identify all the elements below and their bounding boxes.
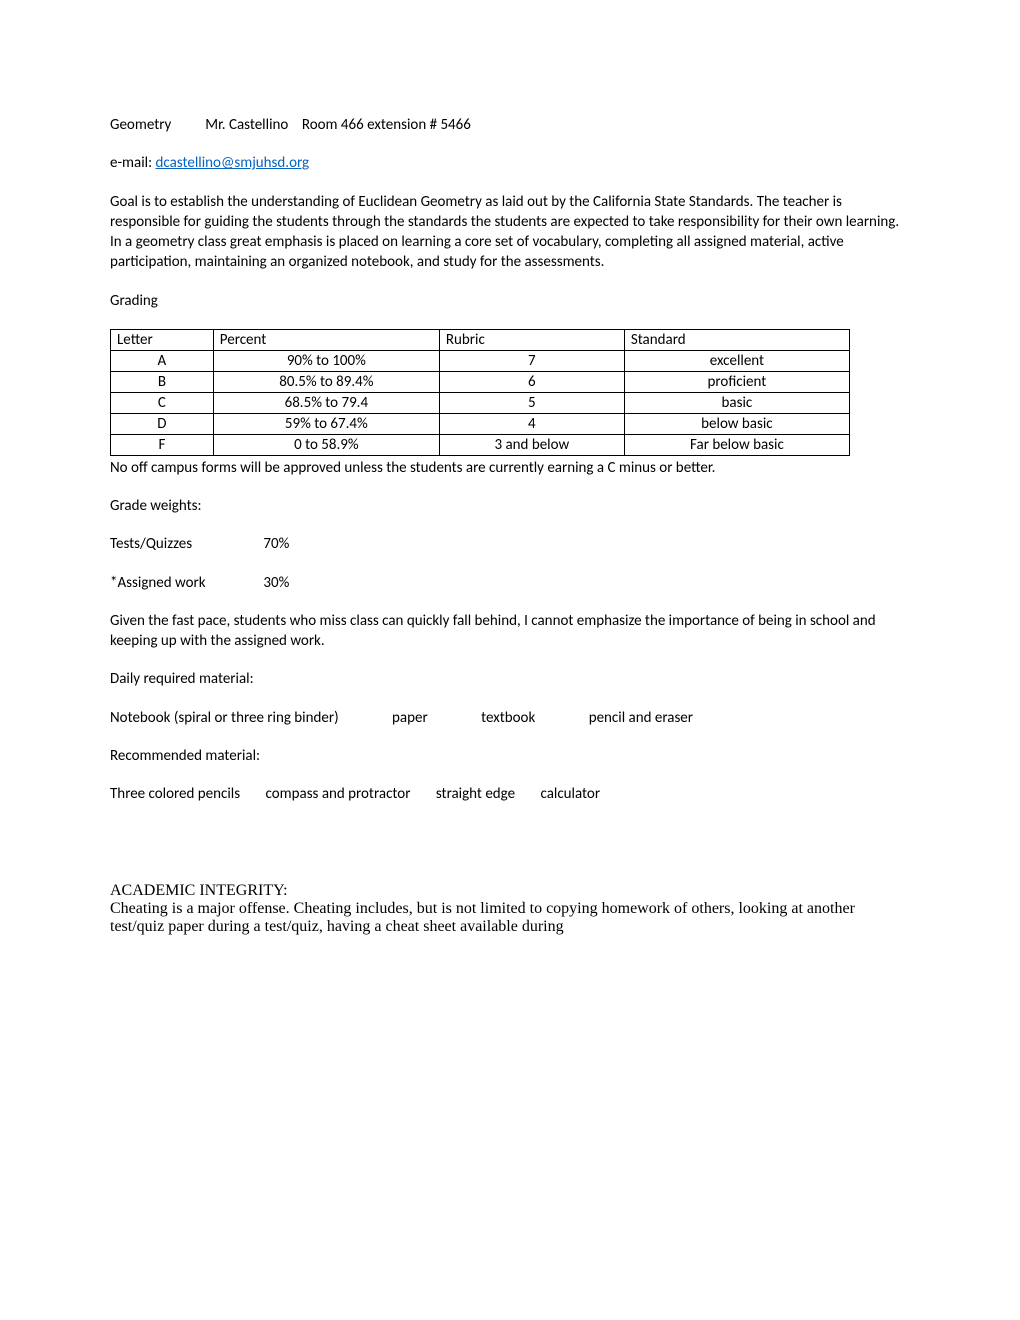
- email-link[interactable]: dcastellino@smjuhsd.org: [156, 154, 310, 172]
- weight-row: *Assigned work 30%: [110, 573, 910, 593]
- grading-label: Grading: [110, 291, 910, 311]
- rec-label: Recommended material:: [110, 746, 910, 766]
- off-campus-note: No off campus forms will be approved unl…: [110, 458, 910, 478]
- table-row: A 90% to 100% 7 excellent: [111, 350, 850, 371]
- cell-standard: proficient: [624, 371, 849, 392]
- teacher-name: Mr. Castellino: [205, 116, 288, 134]
- cell-percent: 59% to 67.4%: [213, 413, 439, 434]
- cell-rubric: 6: [439, 371, 624, 392]
- cell-rubric: 3 and below: [439, 434, 624, 455]
- cell-percent: 80.5% to 89.4%: [213, 371, 439, 392]
- weight-label: Tests/Quizzes: [110, 534, 260, 554]
- material-item: calculator: [540, 784, 600, 804]
- table-row: C 68.5% to 79.4 5 basic: [111, 392, 850, 413]
- material-item: Notebook (spiral or three ring binder): [110, 708, 339, 728]
- weight-row: Tests/Quizzes 70%: [110, 534, 910, 554]
- email-line: e-mail: dcastellino@smjuhsd.org: [110, 153, 910, 173]
- rec-materials: Three colored pencils compass and protra…: [110, 784, 910, 804]
- col-rubric: Rubric: [439, 329, 624, 350]
- table-row: B 80.5% to 89.4% 6 proficient: [111, 371, 850, 392]
- pace-paragraph: Given the fast pace, students who miss c…: [110, 611, 910, 652]
- weight-value: 30%: [263, 574, 289, 592]
- integrity-heading: ACADEMIC INTEGRITY:: [110, 882, 910, 900]
- col-percent: Percent: [213, 329, 439, 350]
- integrity-body: Cheating is a major offense. Cheating in…: [110, 900, 910, 936]
- cell-standard: basic: [624, 392, 849, 413]
- grading-table: Letter Percent Rubric Standard A 90% to …: [110, 329, 850, 456]
- daily-label: Daily required material:: [110, 669, 910, 689]
- cell-percent: 0 to 58.9%: [213, 434, 439, 455]
- cell-percent: 90% to 100%: [213, 350, 439, 371]
- cell-percent: 68.5% to 79.4: [213, 392, 439, 413]
- cell-letter: A: [111, 350, 214, 371]
- cell-letter: B: [111, 371, 214, 392]
- cell-standard: below basic: [624, 413, 849, 434]
- email-prefix: e-mail:: [110, 154, 156, 172]
- cell-letter: D: [111, 413, 214, 434]
- cell-rubric: 4: [439, 413, 624, 434]
- spacer: [110, 822, 910, 882]
- cell-rubric: 5: [439, 392, 624, 413]
- course-header: Geometry Mr. Castellino Room 466 extensi…: [110, 115, 910, 135]
- cell-standard: Far below basic: [624, 434, 849, 455]
- table-header-row: Letter Percent Rubric Standard: [111, 329, 850, 350]
- cell-letter: C: [111, 392, 214, 413]
- room-info: Room 466 extension # 5466: [302, 116, 471, 134]
- integrity-section: ACADEMIC INTEGRITY: Cheating is a major …: [110, 882, 910, 936]
- col-standard: Standard: [624, 329, 849, 350]
- cell-standard: excellent: [624, 350, 849, 371]
- material-item: paper: [392, 708, 428, 728]
- table-row: F 0 to 58.9% 3 and below Far below basic: [111, 434, 850, 455]
- cell-rubric: 7: [439, 350, 624, 371]
- goal-paragraph: Goal is to establish the understanding o…: [110, 192, 910, 273]
- table-row: D 59% to 67.4% 4 below basic: [111, 413, 850, 434]
- weight-label: *Assigned work: [110, 573, 260, 593]
- col-letter: Letter: [111, 329, 214, 350]
- material-item: compass and protractor: [266, 784, 411, 804]
- weights-label: Grade weights:: [110, 496, 910, 516]
- material-item: Three colored pencils: [110, 784, 240, 804]
- material-item: textbook: [481, 708, 535, 728]
- page: Geometry Mr. Castellino Room 466 extensi…: [0, 0, 1020, 996]
- daily-materials: Notebook (spiral or three ring binder) p…: [110, 708, 910, 728]
- material-item: straight edge: [436, 784, 515, 804]
- weight-value: 70%: [263, 535, 289, 553]
- course-name: Geometry: [110, 116, 171, 134]
- material-item: pencil and eraser: [589, 708, 693, 728]
- cell-letter: F: [111, 434, 214, 455]
